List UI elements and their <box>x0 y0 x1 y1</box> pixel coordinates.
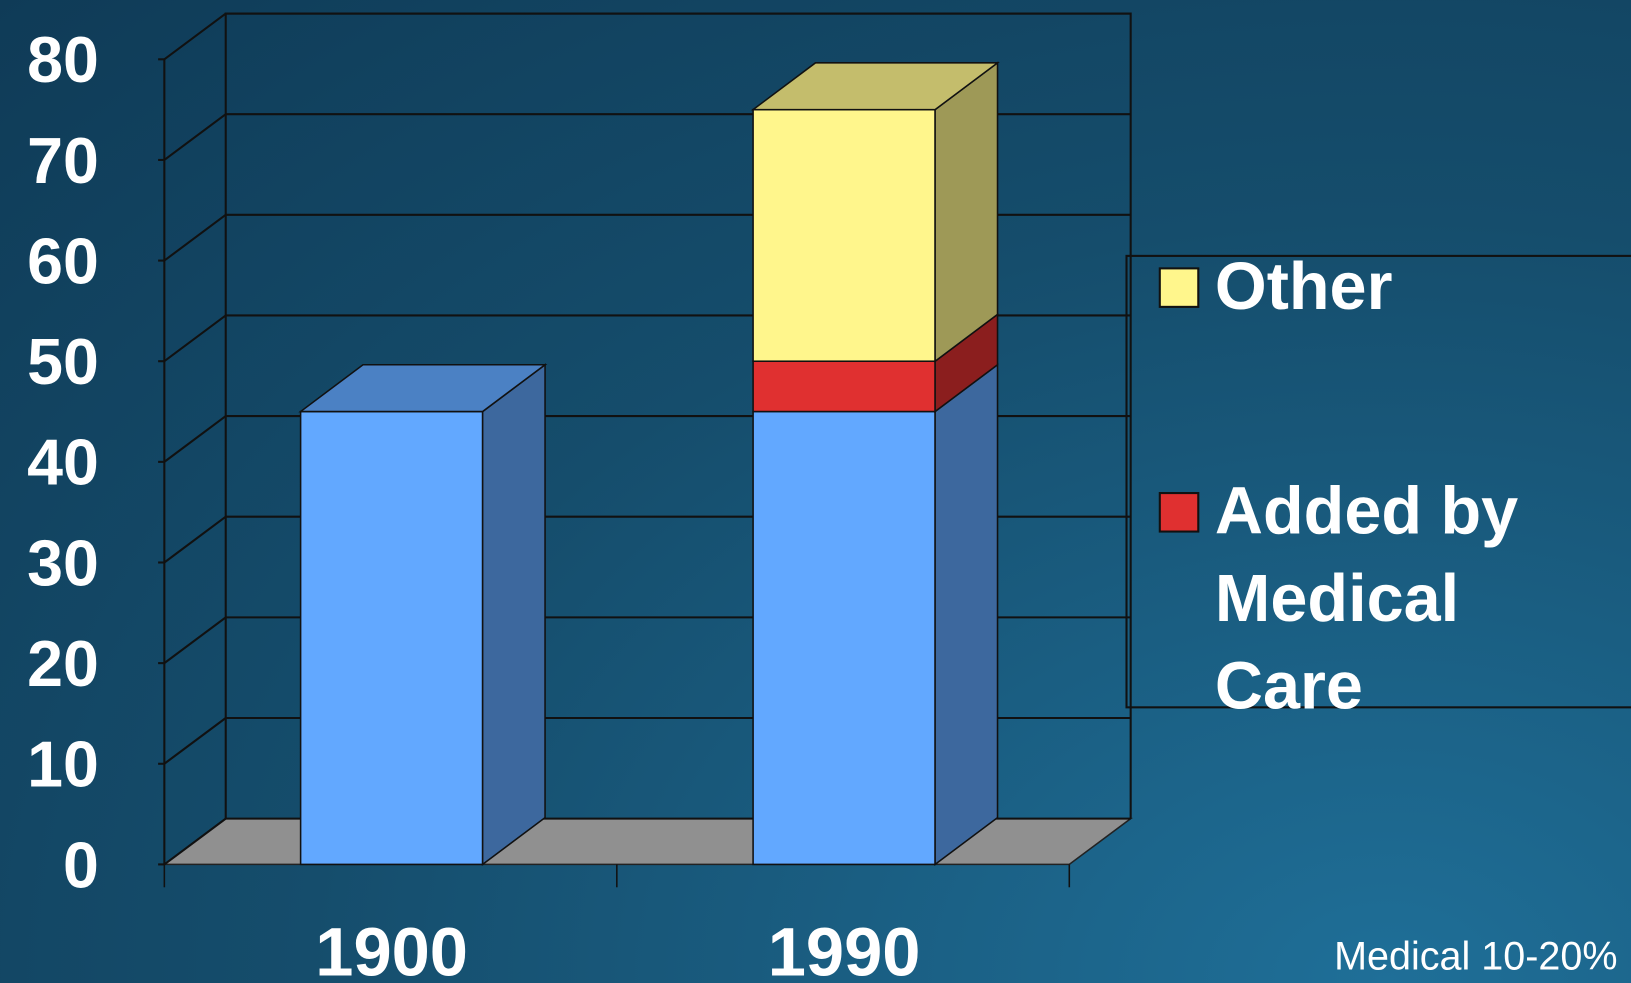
y-tick-label: 0 <box>63 829 99 901</box>
y-tick-label: 70 <box>27 125 99 197</box>
grid-diagonal <box>163 12 227 61</box>
y-tick-label: 30 <box>27 527 99 599</box>
legend-label-box: Other <box>1214 248 1393 324</box>
grid-diagonal <box>163 314 227 363</box>
legend-label-box: Added by Medical Care <box>1214 473 1519 723</box>
y-tick-label: 50 <box>27 326 99 398</box>
footnote: Medical 10-20% <box>1334 934 1617 978</box>
legend-label: Other <box>1214 248 1393 324</box>
x-tick-label: 1900 <box>315 914 468 983</box>
legend-box <box>1125 254 1631 709</box>
grid-diagonal <box>163 415 227 463</box>
y-tick-label: 10 <box>27 729 99 801</box>
y-tick-label: 80 <box>27 24 99 96</box>
bar-segment <box>299 410 484 866</box>
bar-side <box>934 61 999 363</box>
y-tick-label: 20 <box>27 628 99 700</box>
grid-diagonal <box>163 213 227 262</box>
legend-swatch <box>1158 267 1200 308</box>
grid-diagonal <box>163 616 227 664</box>
legend-swatch <box>1158 492 1200 533</box>
grid-diagonal <box>163 717 227 765</box>
bar-side <box>481 363 546 866</box>
bar-segment <box>752 410 936 866</box>
legend-label: Added by Medical Care <box>1214 473 1519 723</box>
bar-segment <box>752 360 936 413</box>
bar-segment <box>752 108 936 362</box>
grid-diagonal <box>163 515 227 564</box>
grid-diagonal <box>163 113 227 161</box>
bar-top <box>750 62 1000 111</box>
bar-side <box>934 363 999 866</box>
grid-diagonal <box>163 817 227 866</box>
y-tick-label: 40 <box>27 427 99 499</box>
y-tick-label: 60 <box>27 225 99 297</box>
bar-top <box>298 363 548 413</box>
x-tick-label: 1990 <box>768 914 921 983</box>
